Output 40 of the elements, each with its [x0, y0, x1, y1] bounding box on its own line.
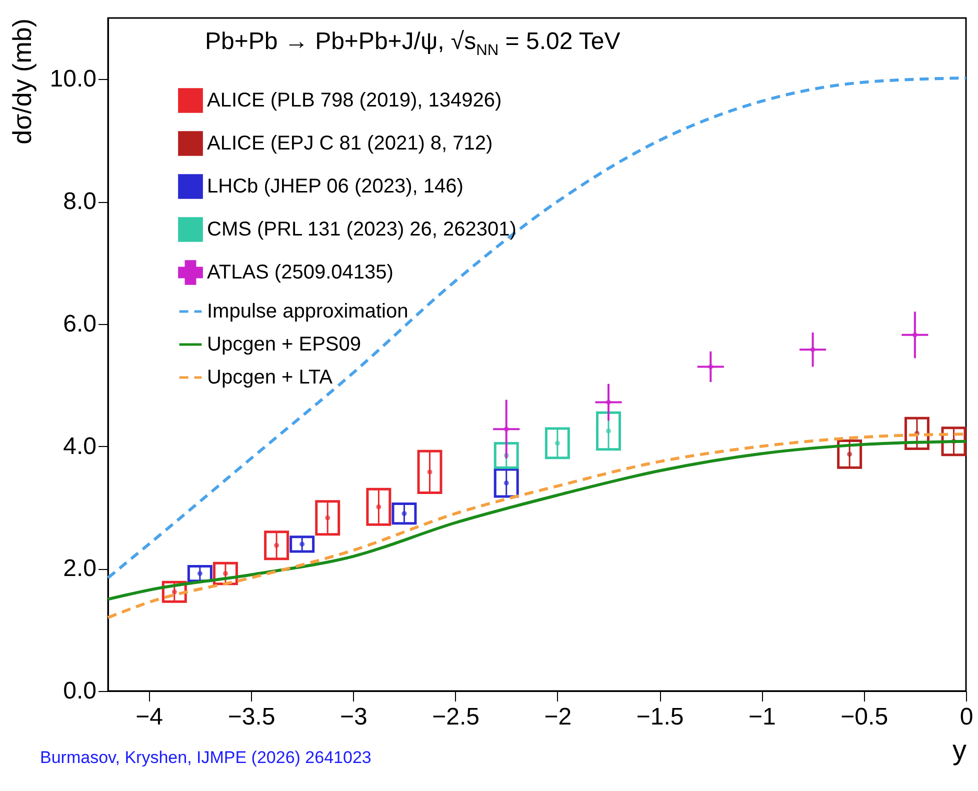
y-tick-label: 8.0 — [63, 188, 96, 216]
legend-label: CMS (PRL 131 (2023) 26, 262301) — [207, 218, 516, 240]
x-tick-label: −4 — [136, 704, 164, 730]
x-axis-title: y — [952, 734, 966, 766]
x-tick-label: −2.5 — [432, 704, 480, 730]
y-tick-label: 2.0 — [63, 555, 96, 582]
point — [912, 332, 918, 338]
x-tick-label: −1 — [748, 704, 776, 730]
point — [606, 400, 611, 405]
point — [708, 364, 714, 370]
text: Pb+Pb → Pb+Pb+J/ψ, √s$_{NN}$ = 5.02 TeV — [205, 28, 620, 60]
x-tick-label: −3 — [340, 704, 368, 730]
y-axis-title: dσ/dy (mb) — [6, 18, 37, 144]
line-series — [106, 76, 968, 580]
text: Burmasov, Kryshen, IJMPE (2026) 2641023 — [40, 748, 372, 768]
point — [494, 468, 519, 498]
legend-label: LHCb (JHEP 06 (2023), 146) — [207, 176, 464, 198]
x-tick-label: 0 — [960, 704, 974, 730]
y-tick-label: 10.0 — [50, 66, 96, 93]
legend-label: ALICE (EPJ C 81 (2021) 8, 712) — [207, 132, 493, 154]
point — [264, 530, 290, 560]
point — [544, 427, 570, 460]
y-tick-label: 4.0 — [63, 432, 96, 460]
point — [392, 502, 417, 525]
x-tick-label: −2 — [544, 704, 572, 730]
x-tick-label: −1.5 — [636, 704, 684, 730]
legend-label: ATLAS (2509.04135) — [207, 262, 394, 284]
legend-label: Impulse approximation — [207, 300, 408, 322]
x-tick-label: −3.5 — [228, 704, 276, 730]
x-tick-label: −0.5 — [840, 704, 888, 730]
legend-label: ALICE (PLB 798 (2019), 134926) — [207, 90, 502, 112]
point — [810, 347, 816, 352]
point — [504, 426, 509, 432]
point — [494, 442, 519, 469]
point — [315, 500, 340, 536]
point — [837, 440, 862, 469]
legend-label: Upcgen + LTA — [207, 366, 334, 388]
y-tick-label: 0.0 — [63, 678, 96, 704]
y-tick-label: 6.0 — [63, 310, 96, 338]
legend-label: Upcgen + EPS09 — [207, 334, 361, 356]
